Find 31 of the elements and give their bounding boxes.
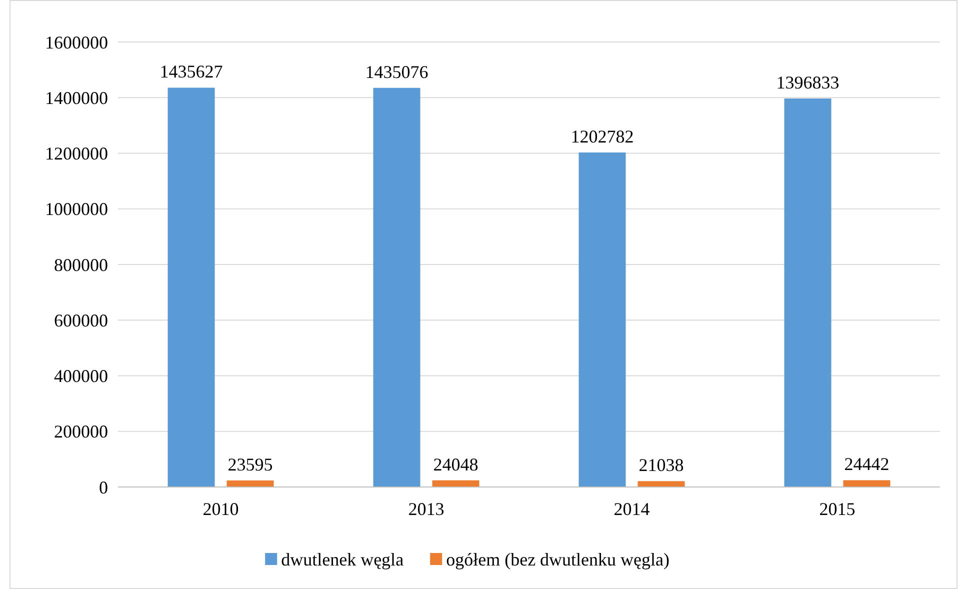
y-tick-label: 400000 (54, 366, 108, 386)
y-tick-label: 0 (99, 477, 108, 498)
data-label: 24048 (433, 454, 478, 474)
bar (373, 88, 420, 487)
legend-label: dwutlenek węgla (281, 549, 404, 570)
legend-label: ogółem (bez dwutlenku węgla) (446, 549, 670, 570)
bar (226, 480, 274, 487)
data-label: 1435076 (365, 62, 428, 82)
y-tick-label: 1000000 (45, 199, 108, 220)
y-tick-label: 800000 (54, 254, 108, 275)
data-label: 23595 (228, 454, 273, 474)
data-label: 1435627 (160, 62, 223, 82)
y-tick-label: 1400000 (45, 88, 108, 108)
data-label: 1202782 (570, 126, 634, 146)
bar (432, 480, 480, 487)
y-tick-label: 1600000 (45, 32, 108, 52)
data-label: 21038 (638, 455, 684, 476)
x-tick-label: 2014 (614, 499, 650, 519)
x-tick-label: 2010 (202, 499, 239, 519)
bar (578, 152, 626, 487)
data-label: 24442 (844, 454, 890, 474)
y-tick-label: 600000 (54, 310, 108, 330)
data-label: 1396833 (776, 72, 840, 93)
x-tick-label: 2013 (408, 499, 444, 519)
y-tick-label: 200000 (54, 422, 108, 442)
bar (638, 481, 685, 487)
x-tick-label: 2015 (819, 499, 856, 519)
bar (168, 88, 215, 487)
bar (843, 480, 890, 487)
bar (784, 98, 832, 487)
y-tick-label: 1200000 (45, 144, 108, 164)
